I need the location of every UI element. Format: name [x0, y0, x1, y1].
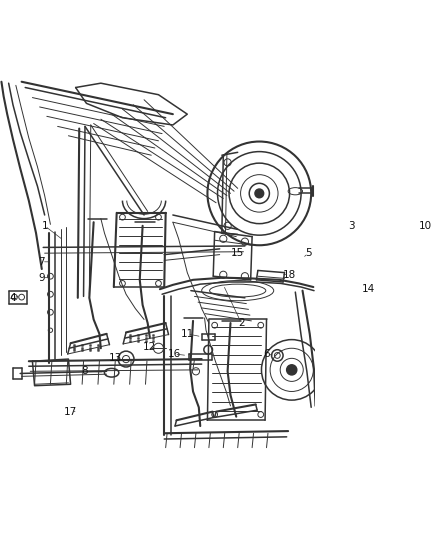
Text: 16: 16 — [168, 349, 181, 359]
Text: 12: 12 — [143, 342, 156, 352]
Text: 10: 10 — [418, 221, 431, 231]
Text: 5: 5 — [305, 248, 311, 258]
Text: 8: 8 — [81, 366, 88, 376]
Text: 13: 13 — [109, 353, 122, 362]
Text: 11: 11 — [180, 329, 194, 339]
Text: 3: 3 — [348, 221, 355, 231]
Text: 18: 18 — [283, 270, 296, 280]
Text: 4: 4 — [10, 293, 16, 303]
Circle shape — [255, 189, 264, 198]
Text: 6: 6 — [263, 349, 270, 359]
Text: 9: 9 — [39, 273, 45, 282]
Text: 2: 2 — [238, 318, 244, 328]
Text: 17: 17 — [64, 407, 77, 417]
Text: 15: 15 — [231, 248, 244, 258]
Text: 1: 1 — [41, 221, 48, 231]
Text: 7: 7 — [39, 257, 45, 267]
Circle shape — [287, 365, 297, 375]
Text: 14: 14 — [362, 284, 375, 294]
